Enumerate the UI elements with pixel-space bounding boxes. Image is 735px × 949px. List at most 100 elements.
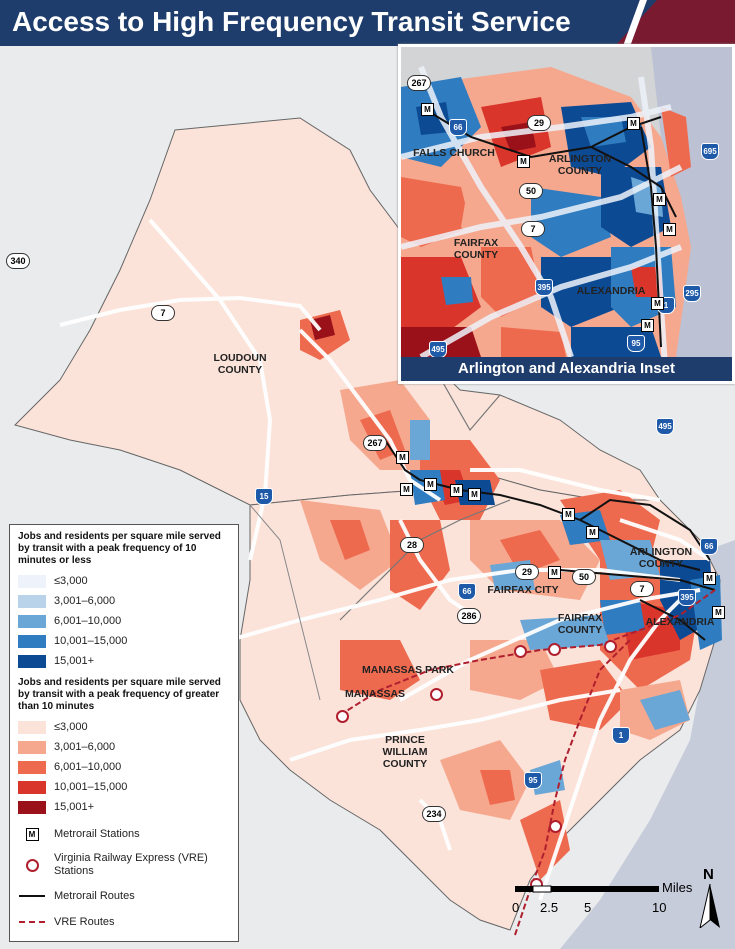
legend-low-label: 3,001–6,000: [54, 741, 116, 753]
north-arrow: N: [697, 866, 723, 928]
route-shield-395: 395: [678, 589, 696, 606]
route-shield-66b: 66: [700, 538, 718, 555]
route-shield-7: 7: [151, 305, 175, 321]
legend-high-label: 10,001–15,000: [54, 635, 128, 647]
inset-label-falls-church: FALLS CHURCH: [413, 147, 495, 159]
legend-low-item: 3,001–6,000: [10, 737, 238, 757]
legend-low-swatch: [18, 780, 46, 794]
legend-low-swatch: [18, 740, 46, 754]
metro-station: M: [400, 483, 413, 496]
main-map: [0, 46, 735, 949]
legend-high-item: 6,001–10,000: [10, 611, 238, 631]
legend: Jobs and residents per square mile serve…: [9, 524, 239, 942]
vre-station: [549, 820, 562, 833]
legend-high-frequency-list: ≤3,000 3,001–6,000 6,001–10,000 10,001–15,0…: [10, 571, 238, 671]
legend-high-swatch: [18, 634, 46, 648]
inset-shield-66: 66: [449, 119, 467, 136]
inset-title: Arlington and Alexandria Inset: [401, 357, 732, 381]
scale-tick-10: 10: [652, 900, 667, 915]
inset-shield-50: 50: [519, 183, 543, 199]
legend-metro-routes: Metrorail Routes: [10, 883, 238, 909]
inset-metro-station: M: [421, 103, 434, 116]
inset-shield-495: 495: [429, 341, 447, 358]
label-loudoun: LOUDOUN COUNTY: [213, 352, 267, 376]
legend-vre-stations-label: Virginia Railway Express (VRE) Stations: [54, 852, 208, 877]
inset-shield-29: 29: [527, 115, 551, 131]
scale-tick-5: 5: [584, 900, 592, 915]
legend-high-swatch: [18, 574, 46, 588]
route-shield-495: 495: [656, 418, 674, 435]
north-label: N: [703, 866, 714, 883]
legend-high-label: ≤3,000: [54, 575, 88, 587]
legend-high-label: 15,001+: [54, 655, 95, 667]
legend-low-frequency-list: ≤3,000 3,001–6,000 6,001–10,000 10,001–15,0…: [10, 717, 238, 817]
inset-highways: [401, 65, 683, 381]
map-title: Access to High Frequency Transit Service: [12, 6, 571, 37]
metro-route-icon: [18, 895, 46, 897]
vre-station: [548, 643, 561, 656]
legend-low-label: 6,001–10,000: [54, 761, 122, 773]
vre-route-icon: [18, 921, 46, 923]
route-shield-66: 66: [458, 583, 476, 600]
scale-tick-2-5: 2.5: [540, 900, 559, 915]
route-shield-95: 95: [524, 772, 542, 789]
label-arlington: ARLINGTON COUNTY: [629, 546, 693, 570]
label-manassas-park: MANASSAS PARK: [362, 664, 454, 676]
route-shield-234: 234: [422, 806, 446, 822]
title-banner: Access to High Frequency Transit Service: [0, 0, 735, 46]
boundary-line: [249, 504, 321, 701]
legend-metro-stations: M Metrorail Stations: [10, 821, 238, 847]
label-fairfax-county: FAIRFAX COUNTY: [557, 612, 603, 636]
legend-low-label: 15,001+: [54, 801, 95, 813]
inset-shield-295: 295: [683, 285, 701, 302]
legend-high-label: 3,001–6,000: [54, 595, 116, 607]
legend-vre-stations: Virginia Railway Express (VRE) Stations: [10, 847, 238, 883]
label-fairfax-city: FAIRFAX CITY: [487, 584, 559, 596]
scale-bar-graphic: [515, 885, 659, 893]
legend-vre-routes: VRE Routes: [10, 909, 238, 935]
inset-metro-station: M: [517, 155, 530, 168]
inset-shield-267: 267: [407, 75, 431, 91]
legend-low-item: 10,001–15,000: [10, 777, 238, 797]
scale-tick-0: 0: [512, 900, 520, 915]
inset-shield-95: 95: [627, 335, 645, 352]
legend-high-swatch: [18, 654, 46, 668]
legend-high-label: 6,001–10,000: [54, 615, 122, 627]
label-manassas: MANASSAS: [344, 688, 406, 700]
inset-map: [401, 47, 732, 381]
north-arrow-icon: [699, 884, 720, 928]
potomac-river: [560, 540, 735, 949]
vre-station: [604, 640, 617, 653]
metro-station: M: [424, 478, 437, 491]
metro-station: M: [468, 488, 481, 501]
inset-metro-station: M: [641, 319, 654, 332]
legend-high-swatch: [18, 614, 46, 628]
metro-station: M: [548, 566, 561, 579]
label-prince-william: PRINCE WILLIAM COUNTY: [382, 734, 428, 770]
legend-low-swatch: [18, 720, 46, 734]
metro-station: M: [586, 526, 599, 539]
legend-metro-stations-label: Metrorail Stations: [54, 828, 140, 840]
inset-label-arlington: ARLINGTON COUNTY: [548, 153, 612, 177]
inset-shield-695: 695: [701, 143, 719, 160]
legend-high-item: ≤3,000: [10, 571, 238, 591]
legend-high-item: 15,001+: [10, 651, 238, 671]
metro-station: M: [703, 572, 716, 585]
inset-metro-station: M: [663, 223, 676, 236]
legend-heading-high-frequency: Jobs and residents per square mile serve…: [18, 531, 221, 566]
inset-label-alexandria: ALEXANDRIA: [576, 285, 646, 297]
legend-metro-routes-label: Metrorail Routes: [54, 890, 135, 902]
label-alexandria: ALEXANDRIA: [645, 616, 715, 628]
inset-metro-station: M: [653, 193, 666, 206]
metro-station: M: [450, 484, 463, 497]
metro-station: M: [396, 451, 409, 464]
route-shield-50: 50: [572, 569, 596, 585]
metro-station: M: [712, 606, 725, 619]
route-shield-340: 340: [6, 253, 30, 269]
legend-low-item: 15,001+: [10, 797, 238, 817]
route-shield-29: 29: [515, 564, 539, 580]
route-shield-267: 267: [363, 435, 387, 451]
inset-metro-station: M: [651, 297, 664, 310]
legend-vre-routes-label: VRE Routes: [54, 916, 115, 928]
scale-unit: Miles: [662, 880, 693, 895]
